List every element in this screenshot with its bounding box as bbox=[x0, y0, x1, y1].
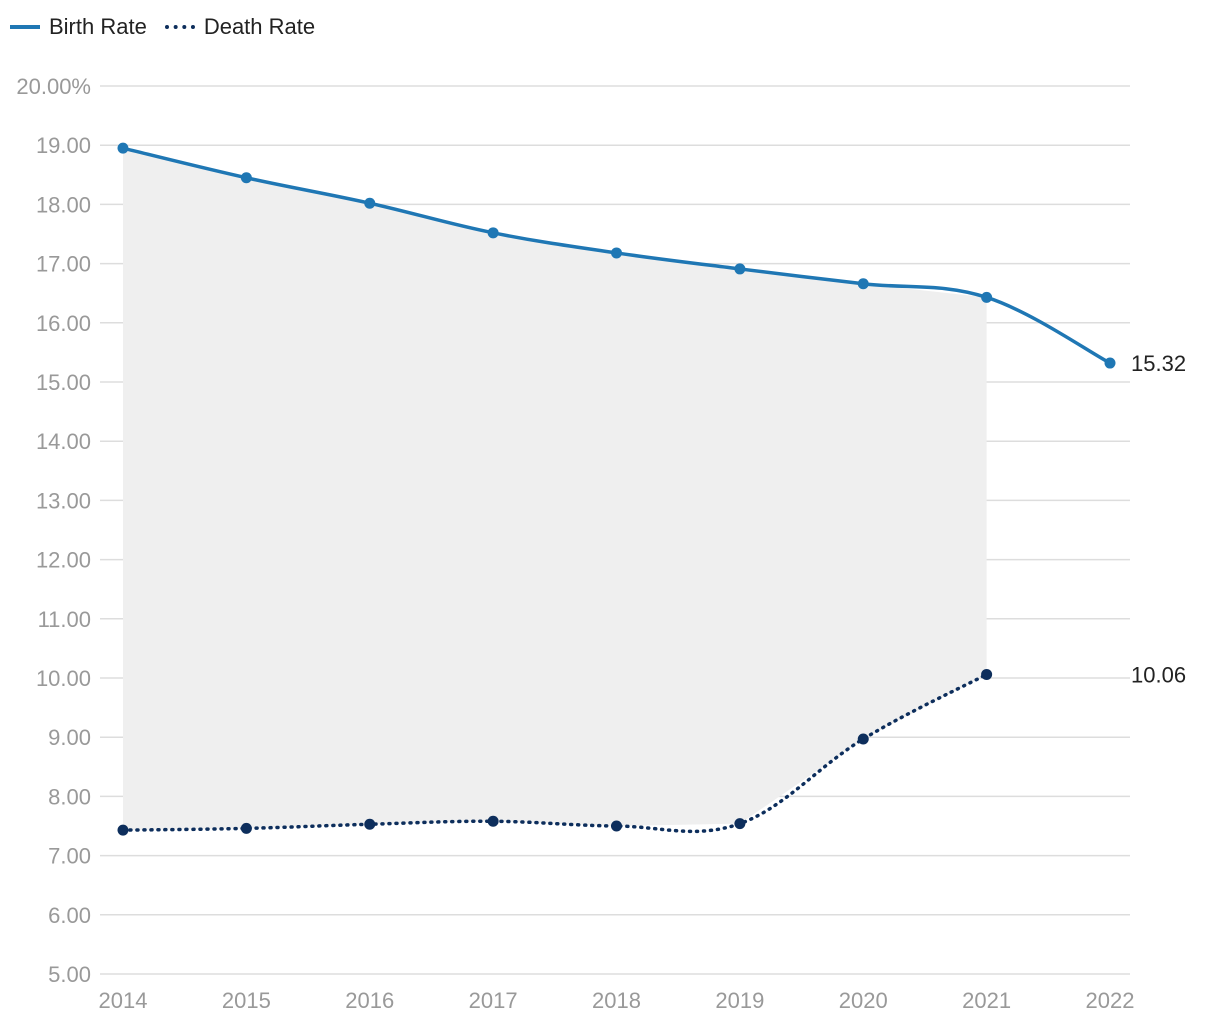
death-rate-point[interactable] bbox=[611, 820, 622, 832]
legend: Birth Rate Death Rate bbox=[10, 14, 333, 40]
y-axis: 20.00% 19.00 18.00 17.00 16.00 15.00 14.00 13.0… bbox=[16, 74, 91, 987]
legend-label-death-rate: Death Rate bbox=[203, 14, 316, 39]
birth-rate-point[interactable] bbox=[487, 227, 499, 239]
y-tick-label: 8.00 bbox=[48, 784, 91, 809]
y-tick-label: 17.00 bbox=[36, 252, 91, 277]
y-tick-label: 13.00 bbox=[36, 488, 91, 513]
birth-rate-point[interactable] bbox=[117, 142, 129, 154]
x-tick-label: 2020 bbox=[839, 988, 888, 1013]
birth-rate-end-label: 15.32 bbox=[1131, 351, 1186, 376]
x-tick-label: 2022 bbox=[1086, 988, 1135, 1013]
x-tick-label: 2014 bbox=[99, 988, 148, 1013]
death-rate-point[interactable] bbox=[487, 815, 499, 827]
shaded-gap-area bbox=[123, 148, 987, 831]
gap-fill-area bbox=[123, 148, 987, 831]
x-tick-label: 2021 bbox=[962, 988, 1011, 1013]
y-tick-label: 20.00% bbox=[16, 74, 91, 99]
birth-rate-point[interactable] bbox=[611, 247, 622, 259]
end-labels: 15.32 10.06 bbox=[1131, 351, 1186, 687]
y-tick-label: 12.00 bbox=[36, 548, 91, 573]
y-tick-label: 10.00 bbox=[36, 666, 91, 691]
y-tick-label: 14.00 bbox=[36, 429, 91, 454]
y-tick-label: 15.00 bbox=[36, 370, 91, 395]
x-tick-label: 2018 bbox=[592, 988, 641, 1013]
x-tick-label: 2016 bbox=[345, 988, 394, 1013]
birth-rate-point[interactable] bbox=[981, 291, 993, 303]
legend-swatch-death-rate bbox=[164, 25, 195, 29]
death-rate-end-label: 10.06 bbox=[1131, 662, 1186, 687]
series-points bbox=[117, 142, 1116, 836]
birth-rate-point[interactable] bbox=[857, 278, 869, 290]
legend-swatch-birth-rate bbox=[10, 25, 40, 29]
x-tick-label: 2015 bbox=[222, 988, 271, 1013]
y-tick-label: 9.00 bbox=[48, 725, 91, 750]
death-rate-point[interactable] bbox=[117, 824, 129, 836]
legend-label-birth-rate: Birth Rate bbox=[49, 14, 147, 39]
death-rate-line bbox=[121, 672, 989, 834]
birth-rate-point[interactable] bbox=[734, 263, 746, 275]
y-tick-label: 7.00 bbox=[48, 844, 91, 869]
death-rate-point[interactable] bbox=[734, 818, 746, 830]
birth-rate-point[interactable] bbox=[1104, 357, 1116, 369]
death-rate-point[interactable] bbox=[857, 733, 869, 745]
birth-rate-point[interactable] bbox=[364, 197, 376, 209]
x-tick-label: 2017 bbox=[469, 988, 518, 1013]
y-tick-label: 6.00 bbox=[48, 903, 91, 928]
x-axis: 2014 2015 2016 2017 2018 2019 2020 2021 2022 bbox=[99, 988, 1135, 1013]
y-tick-label: 19.00 bbox=[36, 133, 91, 158]
y-tick-label: 5.00 bbox=[48, 962, 91, 987]
y-tick-label: 16.00 bbox=[36, 311, 91, 336]
y-tick-label: 11.00 bbox=[38, 607, 91, 632]
death-rate-point[interactable] bbox=[364, 818, 376, 830]
x-tick-label: 2019 bbox=[715, 988, 764, 1013]
death-rate-point[interactable] bbox=[240, 822, 252, 834]
legend-item-birth-rate[interactable]: Birth Rate bbox=[10, 14, 147, 40]
death-rate-point[interactable] bbox=[981, 668, 993, 680]
y-tick-label: 18.00 bbox=[36, 192, 91, 217]
legend-item-death-rate[interactable]: Death Rate bbox=[164, 14, 316, 40]
birth-rate-point[interactable] bbox=[240, 172, 252, 184]
